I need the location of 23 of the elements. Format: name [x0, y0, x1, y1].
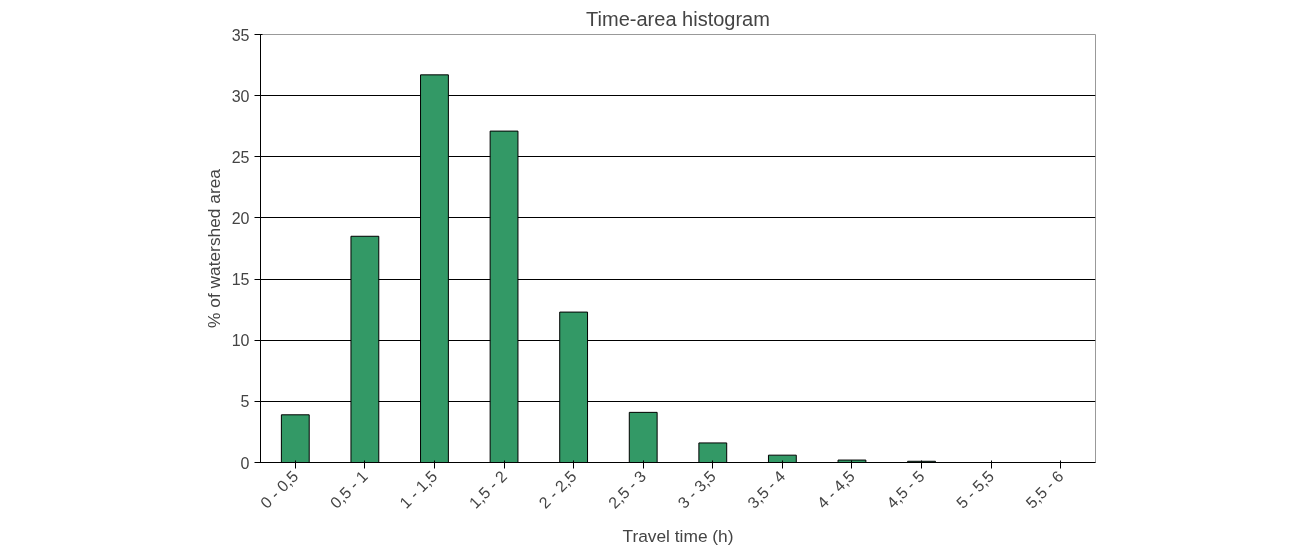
y-tick-label: 0 — [240, 454, 250, 472]
x-tick-label: 1 - 1,5 — [396, 467, 441, 512]
x-tick-label: 2 - 2,5 — [535, 467, 580, 512]
y-tick-label: 25 — [231, 148, 250, 166]
y-tick-label: 10 — [231, 332, 250, 350]
x-tick-label: 3,5 - 4 — [744, 467, 789, 512]
y-axis-title: % of watershed area — [203, 168, 224, 328]
x-tick-label: 3 - 3,5 — [674, 467, 719, 512]
y-tick-label: 5 — [240, 393, 250, 411]
y-tick-label: 30 — [231, 87, 250, 105]
y-tick-label: 20 — [231, 209, 250, 227]
x-tick-label: 5,5 - 6 — [1022, 467, 1067, 512]
x-tick-label: 5 - 5,5 — [953, 467, 998, 512]
x-tick-label: 0 - 0,5 — [257, 467, 302, 512]
y-tick-label: 35 — [231, 26, 250, 44]
x-tick-label: 4,5 - 5 — [883, 467, 928, 512]
x-tick-label: 4 - 4,5 — [813, 467, 859, 512]
x-tick-label: 1,5 - 2 — [465, 467, 511, 512]
x-tick-label: 2,5 - 3 — [605, 467, 650, 512]
chart-title: Time-area histogram — [586, 7, 770, 30]
x-axis-title: Travel time (h) — [622, 525, 734, 546]
x-tick-label: 0,5 - 1 — [326, 467, 371, 512]
y-tick-label: 15 — [231, 271, 250, 289]
